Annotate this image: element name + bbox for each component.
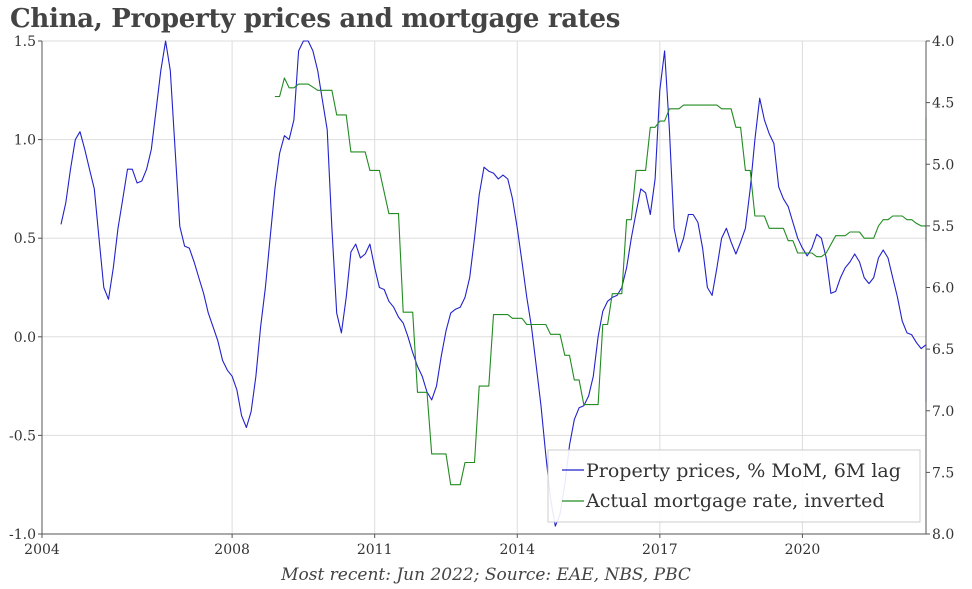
y-left-tick-label: 1.0 xyxy=(14,133,36,149)
y-left-tick-label: -0.5 xyxy=(9,428,36,444)
y-right-tick-label: 5.0 xyxy=(932,157,954,173)
y-right-tick-label: 4.0 xyxy=(932,34,954,50)
x-tick-label: 2017 xyxy=(642,542,678,558)
legend-box xyxy=(547,449,921,523)
legend-label-mortgage-rate: Actual mortgage rate, inverted xyxy=(585,490,885,512)
y-right-tick-label: 5.5 xyxy=(932,219,954,235)
y-right-tick-label: 8.0 xyxy=(932,527,954,543)
x-tick-label: 2014 xyxy=(499,542,535,558)
legend-label-property-prices: Property prices, % MoM, 6M lag xyxy=(586,460,901,482)
y-right-tick-label: 6.0 xyxy=(932,281,954,297)
axes: -1.0 -0.5 0.0 0.5 1.0 1.5 4.0 4.5 5.0 5.5 6.0 6.5 7.… xyxy=(9,34,954,558)
legend: Property prices, % MoM, 6M lag Actual mo… xyxy=(547,449,921,523)
series-line-property-prices xyxy=(60,40,927,527)
chart-title: China, Property prices and mortgage rate… xyxy=(10,4,621,34)
x-tick-label: 2004 xyxy=(24,542,60,558)
y-right-tick-label: 7.0 xyxy=(932,404,954,420)
y-left-tick-label: -1.0 xyxy=(9,527,36,543)
y-left-tick-label: 0.0 xyxy=(14,330,36,346)
x-tick-label: 2011 xyxy=(357,542,393,558)
y-left-tick-label: 0.5 xyxy=(14,231,36,247)
series-layer xyxy=(60,40,927,527)
x-tick-label: 2008 xyxy=(214,542,250,558)
series-line-mortgage-rate xyxy=(274,77,927,486)
footer-source: Most recent: Jun 2022; Source: EAE, NBS,… xyxy=(281,565,691,585)
x-tick-label: 2020 xyxy=(785,542,821,558)
y-left-tick-label: 1.5 xyxy=(14,34,36,50)
y-right-tick-label: 4.5 xyxy=(932,96,954,112)
y-right-tick-label: 7.5 xyxy=(932,465,954,481)
y-right-tick-label: 6.5 xyxy=(932,342,954,358)
